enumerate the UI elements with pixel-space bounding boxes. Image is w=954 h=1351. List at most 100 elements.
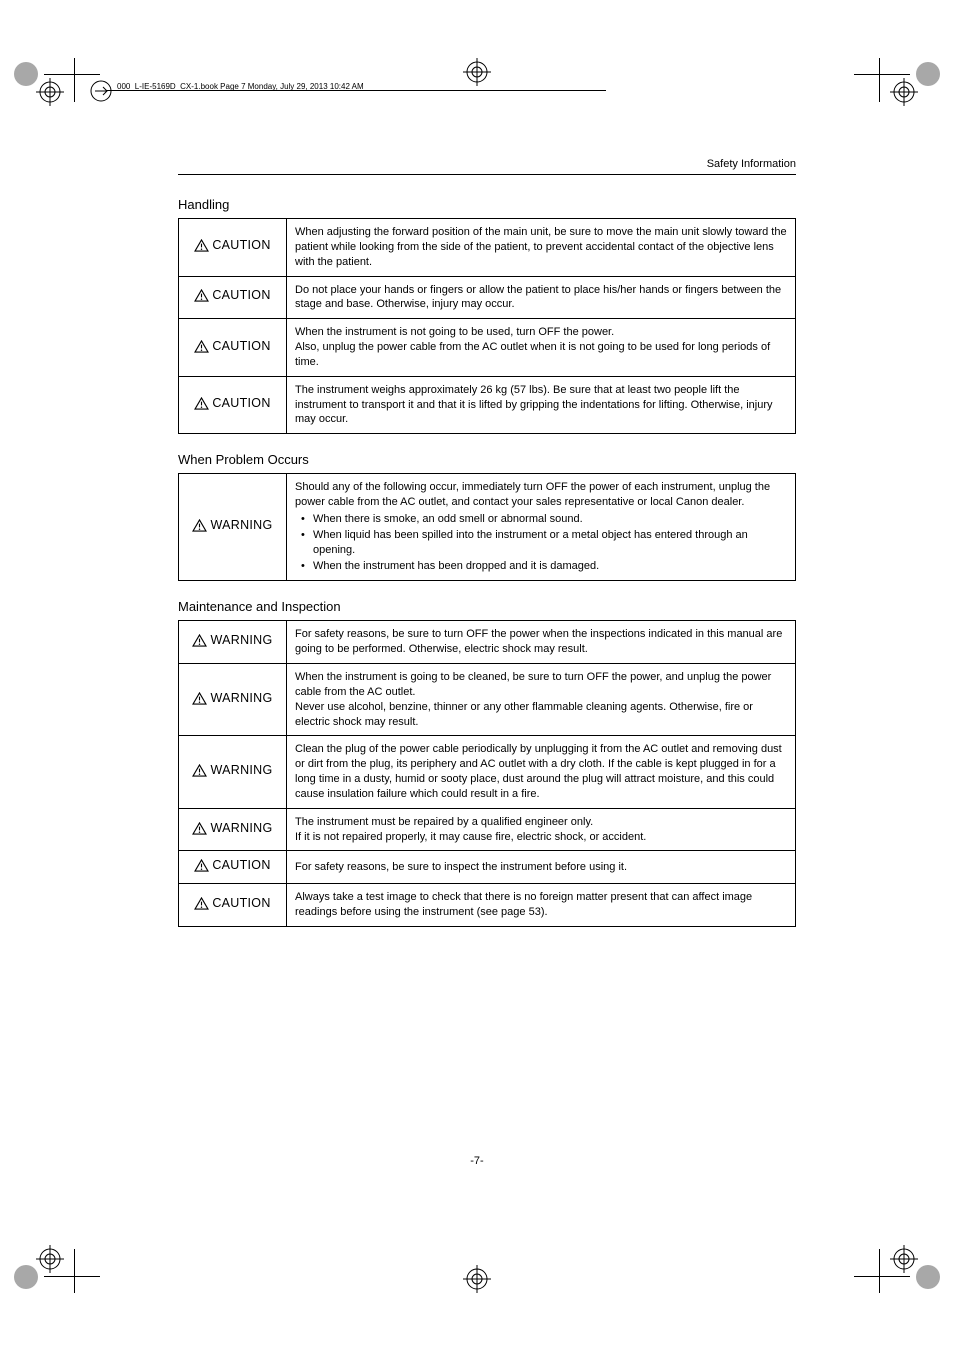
alert-text-line: If it is not repaired properly, it may c… — [295, 830, 787, 845]
crop-mark — [74, 1249, 75, 1293]
table-row: WARNING When the instrument is going to b… — [179, 664, 796, 736]
alert-lead-text: Should any of the following occur, immed… — [295, 480, 787, 510]
alert-body-cell: When the instrument is not going to be u… — [287, 319, 796, 377]
alert-text-line: The instrument must be repaired by a qua… — [295, 815, 787, 830]
table-row: CAUTION Do not place your hands or finger… — [179, 276, 796, 319]
alert-text-line: Clean the plug of the power cable period… — [295, 742, 787, 801]
alert-label-cell: WARNING — [179, 736, 287, 808]
alert-text-line: Never use alcohol, benzine, thinner or a… — [295, 700, 787, 730]
alert-text-line: Also, unplug the power cable from the AC… — [295, 340, 787, 370]
section-title-maintenance: Maintenance and Inspection — [178, 599, 796, 614]
list-item: When liquid has been spilled into the in… — [301, 528, 787, 558]
alert-level-text: WARNING — [210, 820, 272, 837]
alert-bullet-list: When there is smoke, an odd smell or abn… — [295, 512, 787, 573]
alert-text-line: For safety reasons, be sure to turn OFF … — [295, 627, 787, 657]
alert-label-cell: WARNING — [179, 474, 287, 581]
table-row: CAUTION When adjusting the forward positi… — [179, 219, 796, 277]
warning-triangle-icon — [194, 897, 209, 910]
warning-triangle-icon — [192, 519, 207, 532]
alert-body-cell: Should any of the following occur, immed… — [287, 474, 796, 581]
alert-body-cell: The instrument weighs approximately 26 k… — [287, 376, 796, 434]
table-row: CAUTION Always take a test image to check… — [179, 884, 796, 927]
alert-label-cell: CAUTION — [179, 851, 287, 884]
warning-triangle-icon — [192, 634, 207, 647]
alert-body-cell: Always take a test image to check that t… — [287, 884, 796, 927]
alert-text-line: For safety reasons, be sure to inspect t… — [295, 860, 787, 875]
alert-level-text: WARNING — [210, 762, 272, 779]
alert-label-cell: CAUTION — [179, 276, 287, 319]
alert-text-line: The instrument weighs approximately 26 k… — [295, 383, 787, 428]
alert-level-text: WARNING — [210, 632, 272, 649]
registration-mark-icon — [463, 58, 491, 86]
section-title-problem: When Problem Occurs — [178, 452, 796, 467]
book-arrow-icon — [90, 80, 112, 102]
alert-label-cell: CAUTION — [179, 219, 287, 277]
table-row: WARNING For safety reasons, be sure to tu… — [179, 621, 796, 664]
registration-mark-icon — [890, 1245, 918, 1273]
alert-text-line: Do not place your hands or fingers or al… — [295, 283, 787, 313]
list-item: When there is smoke, an odd smell or abn… — [301, 512, 787, 527]
print-corner-dot — [14, 62, 38, 86]
running-header: Safety Information — [178, 158, 796, 170]
list-item: When the instrument has been dropped and… — [301, 559, 787, 574]
alert-level-text: WARNING — [210, 690, 272, 707]
alert-level-text: CAUTION — [212, 857, 270, 874]
registration-mark-icon — [36, 1245, 64, 1273]
handling-table: CAUTION When adjusting the forward positi… — [178, 218, 796, 434]
registration-mark-icon — [36, 78, 64, 106]
warning-triangle-icon — [194, 859, 209, 872]
alert-level-text: CAUTION — [212, 287, 270, 304]
print-corner-dot — [14, 1265, 38, 1289]
print-corner-dot — [916, 1265, 940, 1289]
crop-mark — [879, 58, 880, 102]
alert-text-line: Always take a test image to check that t… — [295, 890, 787, 920]
alert-label-cell: WARNING — [179, 621, 287, 664]
crop-mark — [74, 58, 75, 102]
table-row: WARNING Should any of the following occur… — [179, 474, 796, 581]
page-content: Safety Information Handling CAUTION When … — [178, 154, 796, 939]
alert-body-cell: For safety reasons, be sure to turn OFF … — [287, 621, 796, 664]
alert-text-line: When adjusting the forward position of t… — [295, 225, 787, 270]
print-corner-dot — [916, 62, 940, 86]
alert-label-cell: WARNING — [179, 808, 287, 851]
alert-label-cell: WARNING — [179, 664, 287, 736]
alert-level-text: CAUTION — [212, 338, 270, 355]
alert-body-cell: When adjusting the forward position of t… — [287, 219, 796, 277]
warning-triangle-icon — [192, 692, 207, 705]
warning-triangle-icon — [194, 289, 209, 302]
alert-text-line: When the instrument is not going to be u… — [295, 325, 787, 340]
alert-level-text: CAUTION — [212, 395, 270, 412]
crop-mark — [44, 1276, 100, 1277]
alert-level-text: CAUTION — [212, 237, 270, 254]
registration-mark-icon — [890, 78, 918, 106]
warning-triangle-icon — [192, 822, 207, 835]
alert-label-cell: CAUTION — [179, 884, 287, 927]
table-row: CAUTION For safety reasons, be sure to in… — [179, 851, 796, 884]
warning-triangle-icon — [192, 764, 207, 777]
maintenance-table: WARNING For safety reasons, be sure to tu… — [178, 620, 796, 927]
alert-level-text: CAUTION — [212, 895, 270, 912]
alert-label-cell: CAUTION — [179, 376, 287, 434]
alert-label-cell: CAUTION — [179, 319, 287, 377]
page-number: -7- — [470, 1155, 483, 1167]
crop-mark — [44, 74, 100, 75]
book-meta-label: 000_L-IE-5169D_CX-1.book Page 7 Monday, … — [117, 82, 364, 91]
registration-mark-icon — [463, 1265, 491, 1293]
crop-mark — [854, 74, 910, 75]
alert-body-cell: When the instrument is going to be clean… — [287, 664, 796, 736]
problem-table: WARNING Should any of the following occur… — [178, 473, 796, 581]
table-row: WARNING The instrument must be repaired b… — [179, 808, 796, 851]
table-row: WARNING Clean the plug of the power cable… — [179, 736, 796, 808]
warning-triangle-icon — [194, 397, 209, 410]
alert-body-cell: The instrument must be repaired by a qua… — [287, 808, 796, 851]
crop-mark — [854, 1276, 910, 1277]
alert-body-cell: Clean the plug of the power cable period… — [287, 736, 796, 808]
header-rule — [178, 174, 796, 175]
alert-level-text: WARNING — [210, 517, 272, 534]
warning-triangle-icon — [194, 340, 209, 353]
table-row: CAUTION The instrument weighs approximate… — [179, 376, 796, 434]
section-title-handling: Handling — [178, 197, 796, 212]
crop-mark — [879, 1249, 880, 1293]
alert-text-line: When the instrument is going to be clean… — [295, 670, 787, 700]
warning-triangle-icon — [194, 239, 209, 252]
